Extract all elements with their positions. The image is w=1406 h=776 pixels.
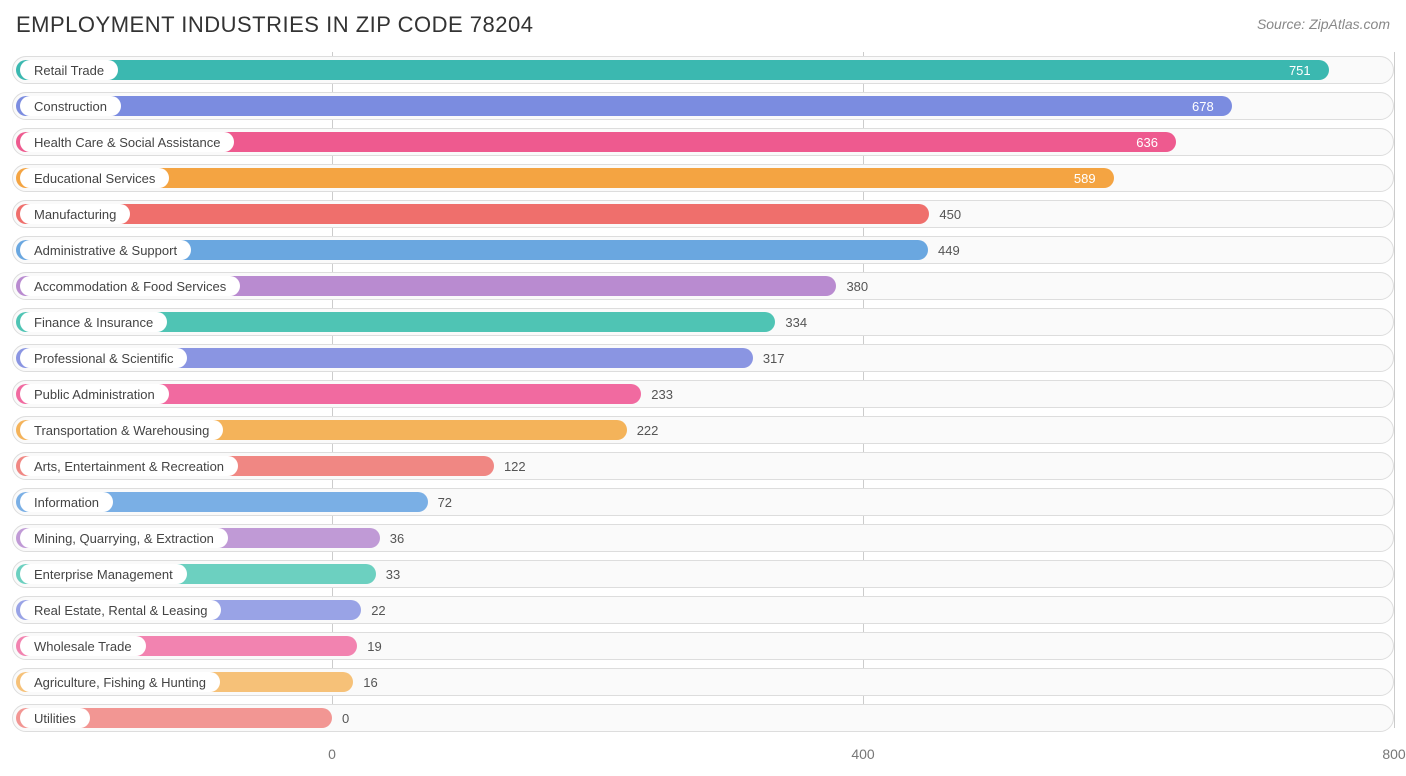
bar-value-label: 678 [1192, 92, 1214, 120]
bar-category-label: Real Estate, Rental & Leasing [20, 600, 221, 620]
bar-row: Professional & Scientific 317 [12, 344, 1394, 372]
bar-row: Construction 678 [12, 92, 1394, 120]
bar-value-label: 16 [363, 668, 377, 696]
bar-category-label: Agriculture, Fishing & Hunting [20, 672, 220, 692]
bar-category-label: Construction [20, 96, 121, 116]
bar-value-label: 36 [390, 524, 404, 552]
bar-row: Transportation & Warehousing 222 [12, 416, 1394, 444]
bar-row: Mining, Quarrying, & Extraction 36 [12, 524, 1394, 552]
bar-category-label: Professional & Scientific [20, 348, 187, 368]
bar-category-label: Public Administration [20, 384, 169, 404]
bar-value-label: 0 [342, 704, 349, 732]
bar-row: Health Care & Social Assistance 636 [12, 128, 1394, 156]
x-axis-tick: 800 [1382, 746, 1405, 762]
bar-category-label: Utilities [20, 708, 90, 728]
bar-row: Finance & Insurance 334 [12, 308, 1394, 336]
bar-value-label: 334 [785, 308, 807, 336]
x-axis-tick: 400 [851, 746, 874, 762]
bar-row: Educational Services 589 [12, 164, 1394, 192]
bar-row: Arts, Entertainment & Recreation 122 [12, 452, 1394, 480]
bar-value-label: 380 [846, 272, 868, 300]
chart-area: Retail Trade 751 Construction 678 Health Car… [12, 56, 1394, 732]
bar-value-label: 22 [371, 596, 385, 624]
bar-value-label: 72 [438, 488, 452, 516]
bar-category-label: Information [20, 492, 113, 512]
bar-category-label: Educational Services [20, 168, 169, 188]
bar-value-label: 222 [637, 416, 659, 444]
bar-row: Accommodation & Food Services 380 [12, 272, 1394, 300]
bar-row: Enterprise Management 33 [12, 560, 1394, 588]
bar-fill [16, 60, 1329, 80]
bar-value-label: 33 [386, 560, 400, 588]
chart-header: EMPLOYMENT INDUSTRIES IN ZIP CODE 78204 … [12, 12, 1394, 38]
gridline [1394, 52, 1395, 728]
chart-source: Source: ZipAtlas.com [1257, 12, 1390, 32]
bar-category-label: Administrative & Support [20, 240, 191, 260]
bar-fill [16, 96, 1232, 116]
bar-category-label: Retail Trade [20, 60, 118, 80]
bar-row: Retail Trade 751 [12, 56, 1394, 84]
bar-row: Administrative & Support 449 [12, 236, 1394, 264]
chart-container: EMPLOYMENT INDUSTRIES IN ZIP CODE 78204 … [0, 0, 1406, 776]
bar-category-label: Manufacturing [20, 204, 130, 224]
bar-category-label: Wholesale Trade [20, 636, 146, 656]
bar-category-label: Arts, Entertainment & Recreation [20, 456, 238, 476]
bar-row: Real Estate, Rental & Leasing 22 [12, 596, 1394, 624]
chart-title: EMPLOYMENT INDUSTRIES IN ZIP CODE 78204 [16, 12, 534, 38]
bar-row: Wholesale Trade 19 [12, 632, 1394, 660]
bar-value-label: 589 [1074, 164, 1096, 192]
bar-row: Agriculture, Fishing & Hunting 16 [12, 668, 1394, 696]
bar-category-label: Transportation & Warehousing [20, 420, 223, 440]
bar-value-label: 19 [367, 632, 381, 660]
bar-row: Information 72 [12, 488, 1394, 516]
x-axis: 0400800 [12, 740, 1394, 770]
bar-category-label: Mining, Quarrying, & Extraction [20, 528, 228, 548]
bar-category-label: Enterprise Management [20, 564, 187, 584]
bar-category-label: Accommodation & Food Services [20, 276, 240, 296]
bar-fill [16, 168, 1114, 188]
bar-value-label: 636 [1136, 128, 1158, 156]
x-axis-tick: 0 [328, 746, 336, 762]
bar-value-label: 449 [938, 236, 960, 264]
bar-value-label: 233 [651, 380, 673, 408]
bar-category-label: Health Care & Social Assistance [20, 132, 234, 152]
bar-value-label: 751 [1289, 56, 1311, 84]
bar-row: Manufacturing 450 [12, 200, 1394, 228]
bar-row: Utilities 0 [12, 704, 1394, 732]
bar-value-label: 122 [504, 452, 526, 480]
bar-value-label: 317 [763, 344, 785, 372]
bar-value-label: 450 [939, 200, 961, 228]
bar-fill [16, 204, 929, 224]
bar-row: Public Administration 233 [12, 380, 1394, 408]
bar-category-label: Finance & Insurance [20, 312, 167, 332]
